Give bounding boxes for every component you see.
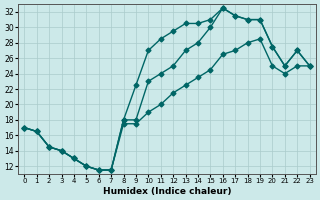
X-axis label: Humidex (Indice chaleur): Humidex (Indice chaleur) [103, 187, 231, 196]
